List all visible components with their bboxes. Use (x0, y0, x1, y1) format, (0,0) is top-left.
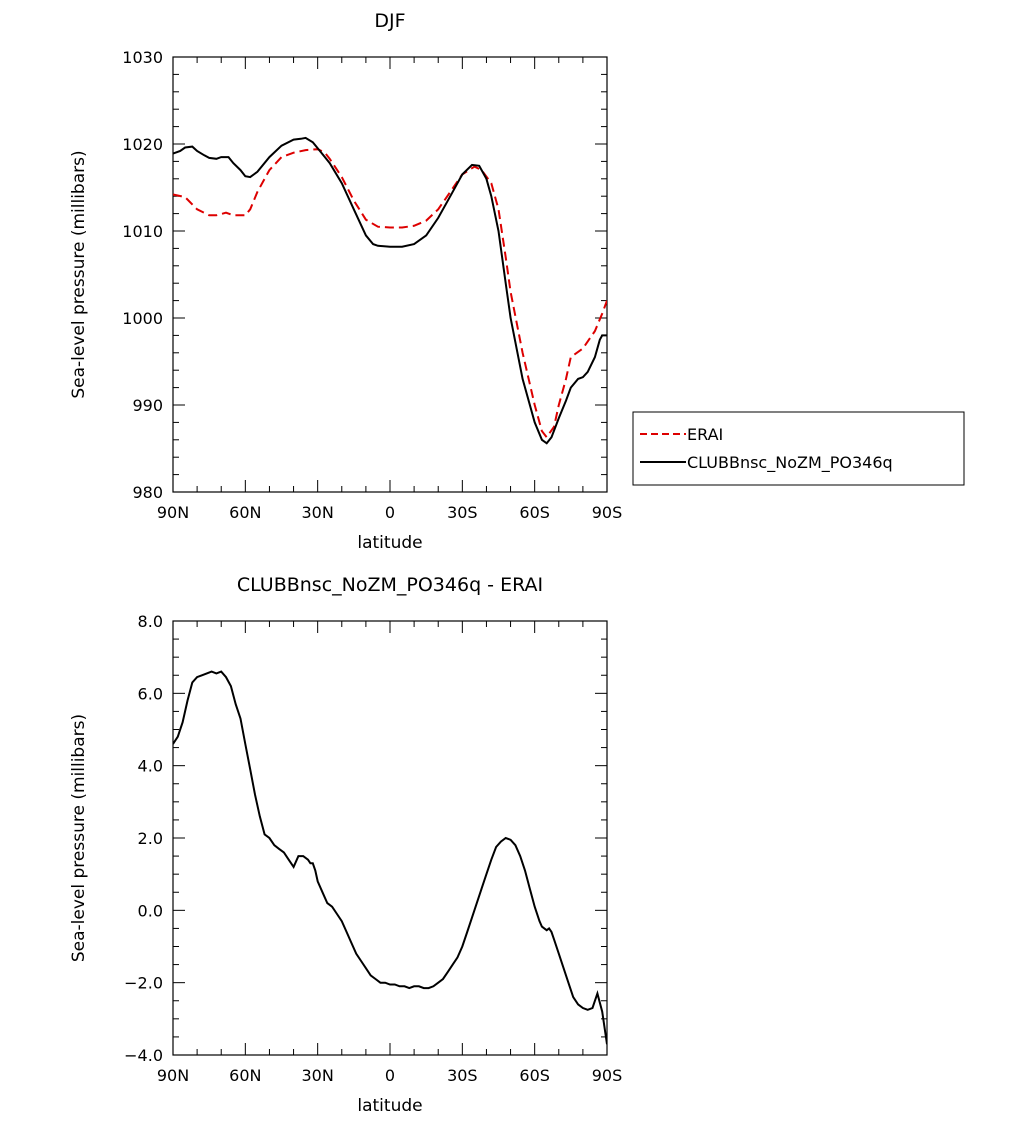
x-tick-label: 0 (385, 1066, 395, 1085)
x-tick-label: 90S (592, 503, 623, 522)
x-tick-label: 60S (519, 1066, 550, 1085)
x-tick-label: 30N (302, 503, 334, 522)
x-axis-title: latitude (357, 1096, 422, 1116)
y-tick-label: 4.0 (138, 757, 163, 776)
x-tick-label: 60N (229, 503, 261, 522)
y-tick-label: 1000 (122, 309, 163, 328)
x-tick-label: 60S (519, 503, 550, 522)
x-tick-label: 90S (592, 1066, 623, 1085)
chart-title: DJF (374, 10, 405, 32)
chart-title: CLUBBnsc_NoZM_PO346q - ERAI (237, 574, 543, 596)
series-line-clubbnsc-nozm-po346q (173, 136, 607, 445)
chart-1: 90N 60N 30N 0 30S 60S 90S 980 990 1000 1010 1020 103… (69, 10, 965, 553)
legend-label: CLUBBnsc_NoZM_PO346q (687, 453, 893, 473)
legend-label: ERAI (687, 425, 723, 444)
x-tick-label: 90N (157, 1066, 189, 1085)
x-tick-label: 30S (447, 1066, 478, 1085)
series-line-erai (173, 148, 607, 439)
y-tick-label: 6.0 (138, 684, 163, 703)
plot-frame (172, 56, 608, 493)
plot-frame (172, 620, 608, 1056)
chart-2: 90N 60N 30N 0 30S 60S 90S −4.0 −2.0 0.0 2.0 4.0 6.0 8… (69, 574, 622, 1116)
y-tick-label: −4.0 (124, 1046, 163, 1065)
y-axis-title: Sea-level pressure (millibars) (69, 714, 89, 962)
x-tick-label: 90N (157, 503, 189, 522)
y-tick-label: 0.0 (138, 901, 163, 920)
y-tick-label: 2.0 (138, 829, 163, 848)
y-tick-label: 990 (132, 396, 163, 415)
x-tick-label: 60N (229, 1066, 261, 1085)
y-tick-label: 1020 (122, 135, 163, 154)
x-axis-title: latitude (357, 533, 422, 553)
legend-box (632, 411, 965, 486)
x-tick-label: 30S (447, 503, 478, 522)
y-tick-label: −2.0 (124, 974, 163, 993)
x-tick-label: 0 (385, 503, 395, 522)
y-tick-label: 1030 (122, 48, 163, 67)
y-tick-label: 980 (132, 483, 163, 502)
legend: ERAI CLUBBnsc_NoZM_PO346q (632, 411, 965, 486)
series-line-difference (173, 670, 607, 1045)
y-axis-title: Sea-level pressure (millibars) (69, 150, 89, 398)
x-tick-label: 30N (302, 1066, 334, 1085)
y-tick-label: 8.0 (138, 612, 163, 631)
y-tick-label: 1010 (122, 222, 163, 241)
